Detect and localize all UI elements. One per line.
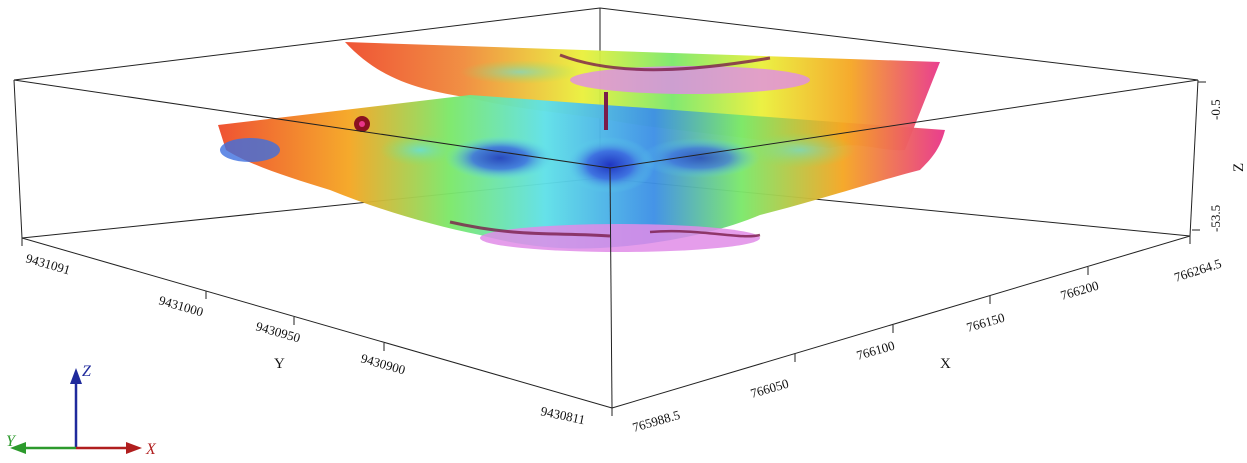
x-tick-label: 766200: [1059, 278, 1101, 303]
x-tick-label: 765988.5: [631, 407, 682, 435]
y-tick-label: 9430811: [539, 403, 586, 427]
x-tick-label: 766150: [965, 310, 1007, 335]
x-axis: 765988.5 766050 766100 766150 766200 766…: [611, 236, 1223, 435]
triad-z-label: Z: [82, 363, 92, 380]
x-tick-label: 766264.5: [1172, 256, 1223, 285]
y-tick-label: 9430950: [254, 318, 302, 345]
y-axis: 9431091 9431000 9430950 9430900 9430811 …: [21, 238, 613, 427]
triad-x-label: X: [145, 441, 157, 458]
y-tick-label: 9430900: [359, 350, 407, 377]
lower-surface-slice: [218, 92, 945, 252]
orientation-triad: Z X Y: [6, 363, 157, 458]
x-tick-label: 766100: [855, 338, 897, 363]
z-tick-label: -53.5: [1208, 205, 1223, 232]
bounding-box-front: [13, 79, 1199, 409]
triad-y-label: Y: [6, 433, 17, 450]
y-tick-label: 9431000: [157, 292, 205, 319]
x-tick-label: 766050: [749, 376, 791, 401]
y-axis-title: Y: [274, 356, 285, 372]
x-axis-title: X: [940, 356, 951, 372]
z-tick-label: -0.5: [1208, 99, 1223, 120]
z-axis: -0.5 -53.5 Z: [1192, 81, 1247, 232]
z-axis-title: Z: [1231, 163, 1247, 172]
y-tick-label: 9431091: [24, 250, 72, 277]
